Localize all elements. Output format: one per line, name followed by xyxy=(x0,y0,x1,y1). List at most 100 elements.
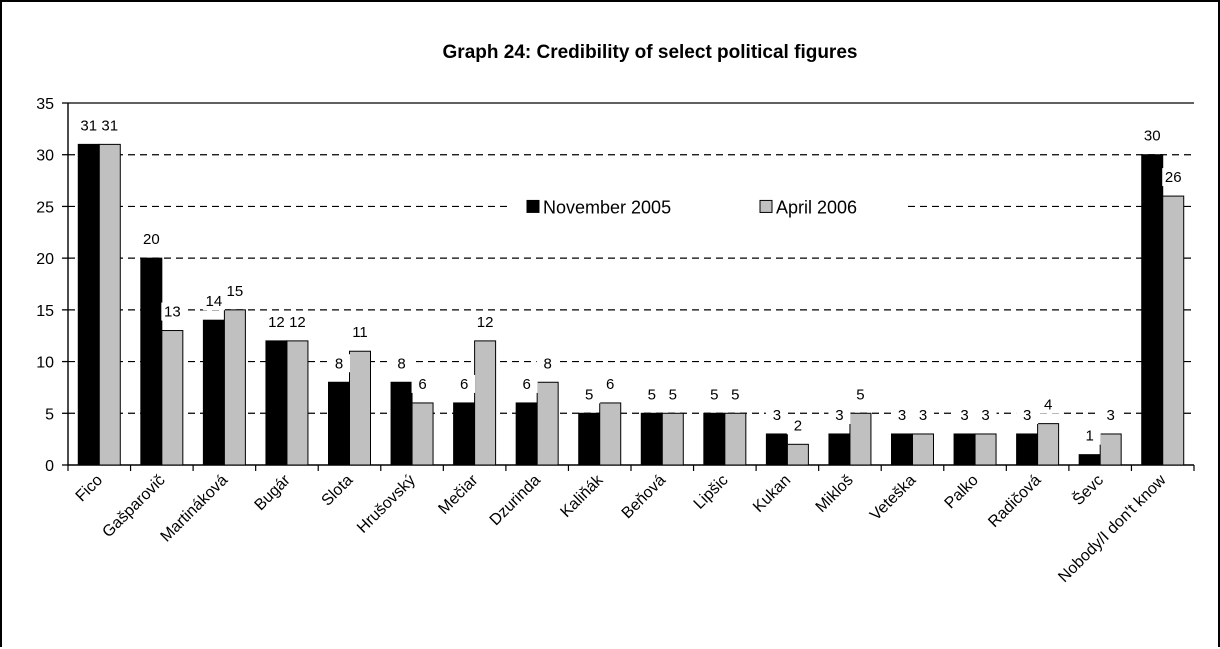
bar-nov2005 xyxy=(328,381,350,466)
data-label: 11 xyxy=(352,324,368,341)
bar-apr2006 xyxy=(724,412,747,466)
data-label: 5 xyxy=(731,386,739,403)
category-label: Dzurinda xyxy=(487,472,544,529)
bar-apr2006 xyxy=(786,443,809,466)
data-label: 3 xyxy=(981,407,989,424)
bar-apr2006 xyxy=(161,330,184,466)
data-label-bg xyxy=(828,405,851,424)
data-label-bg xyxy=(223,281,246,300)
data-label: 1 xyxy=(1085,428,1093,445)
data-label-bg xyxy=(474,312,497,331)
bar-nov2005 xyxy=(1016,433,1039,466)
data-label: 3 xyxy=(919,407,927,424)
bar-apr2006 xyxy=(912,433,934,466)
bar-nov2005 xyxy=(453,402,476,466)
data-label-bg xyxy=(536,354,559,373)
data-label: 3 xyxy=(1023,407,1031,424)
data-label: 8 xyxy=(335,355,343,372)
data-label: 26 xyxy=(1165,169,1182,186)
data-label: 8 xyxy=(543,355,551,372)
data-label: 3 xyxy=(960,407,968,424)
data-label: 30 xyxy=(1144,128,1161,145)
category-label: Nobody/I don't know xyxy=(1055,471,1169,585)
bar-apr2006 xyxy=(1099,433,1122,466)
bar-nov2005 xyxy=(515,402,538,466)
bar-nov2005 xyxy=(765,433,788,466)
category-label: Mečiar xyxy=(435,471,481,517)
bar-apr2006 xyxy=(536,381,559,466)
category-label: Mikloš xyxy=(813,472,857,516)
bar-apr2006 xyxy=(599,402,622,466)
category-label: Hrušovský xyxy=(354,472,419,537)
data-label-bg xyxy=(1099,405,1122,424)
legend-background xyxy=(510,188,905,223)
data-label: 31 xyxy=(101,117,118,134)
data-label: 6 xyxy=(522,376,530,393)
data-label: 5 xyxy=(669,386,677,403)
data-label-bg xyxy=(786,416,809,435)
data-label: 3 xyxy=(1106,407,1114,424)
bar-nov2005 xyxy=(640,412,663,466)
chart-title: Graph 24: Credibility of select politica… xyxy=(443,42,858,63)
category-label: Beňová xyxy=(619,472,669,522)
data-label-bg xyxy=(640,385,663,404)
data-label: 6 xyxy=(460,376,468,393)
data-label-bg xyxy=(411,374,434,393)
data-label: 12 xyxy=(289,314,306,331)
y-tick-label: 25 xyxy=(36,199,54,216)
bar-nov2005 xyxy=(578,412,601,466)
data-label-bg xyxy=(849,385,872,404)
data-label-bg xyxy=(1162,168,1185,187)
y-tick-label: 35 xyxy=(36,96,54,113)
bar-apr2006 xyxy=(849,412,872,466)
data-label-bg xyxy=(578,385,601,404)
data-label-bg xyxy=(77,116,100,135)
data-label-bg xyxy=(661,385,684,404)
legend-swatch xyxy=(759,199,773,213)
data-label: 3 xyxy=(835,407,843,424)
data-label: 6 xyxy=(418,376,426,393)
legend-swatch xyxy=(526,199,540,213)
y-tick-label: 20 xyxy=(36,251,54,268)
category-label: Radičová xyxy=(985,472,1044,531)
data-label: 4 xyxy=(1044,397,1052,414)
category-label: Gašparovič xyxy=(99,472,168,541)
bar-nov2005 xyxy=(1141,154,1164,466)
data-label-bg xyxy=(765,405,788,424)
bar-apr2006 xyxy=(661,412,684,466)
bar-nov2005 xyxy=(265,340,288,466)
bar-apr2006 xyxy=(223,309,246,466)
category-label: Lipšic xyxy=(691,472,732,513)
data-label-bg xyxy=(453,374,476,393)
category-label: Martináková xyxy=(158,472,232,546)
y-tick-label: 0 xyxy=(45,458,54,475)
data-label-bg xyxy=(286,312,309,331)
data-label-bg xyxy=(1078,426,1101,445)
data-label-bg xyxy=(724,385,747,404)
category-label: Bugár xyxy=(252,471,295,514)
data-label-bg xyxy=(703,385,726,404)
category-label: Veteška xyxy=(867,472,919,524)
bar-apr2006 xyxy=(286,340,309,466)
data-label-bg xyxy=(328,354,350,373)
bar-nov2005 xyxy=(202,319,225,466)
data-label: 5 xyxy=(710,386,718,403)
data-label-bg xyxy=(891,405,913,424)
data-label: 8 xyxy=(397,355,405,372)
data-label: 14 xyxy=(206,293,223,310)
data-label: 3 xyxy=(773,407,781,424)
data-label-bg xyxy=(140,230,163,249)
data-label: 12 xyxy=(477,314,494,331)
data-label-bg xyxy=(98,116,121,135)
category-label: Fico xyxy=(73,472,106,505)
y-tick-label: 30 xyxy=(36,148,54,165)
data-label: 6 xyxy=(606,376,614,393)
data-label-bg xyxy=(202,292,225,311)
data-label-bg xyxy=(1037,395,1060,414)
data-label-bg xyxy=(390,354,413,373)
data-label: 15 xyxy=(227,283,244,300)
bar-nov2005 xyxy=(77,143,100,466)
category-label: Slota xyxy=(319,472,357,510)
